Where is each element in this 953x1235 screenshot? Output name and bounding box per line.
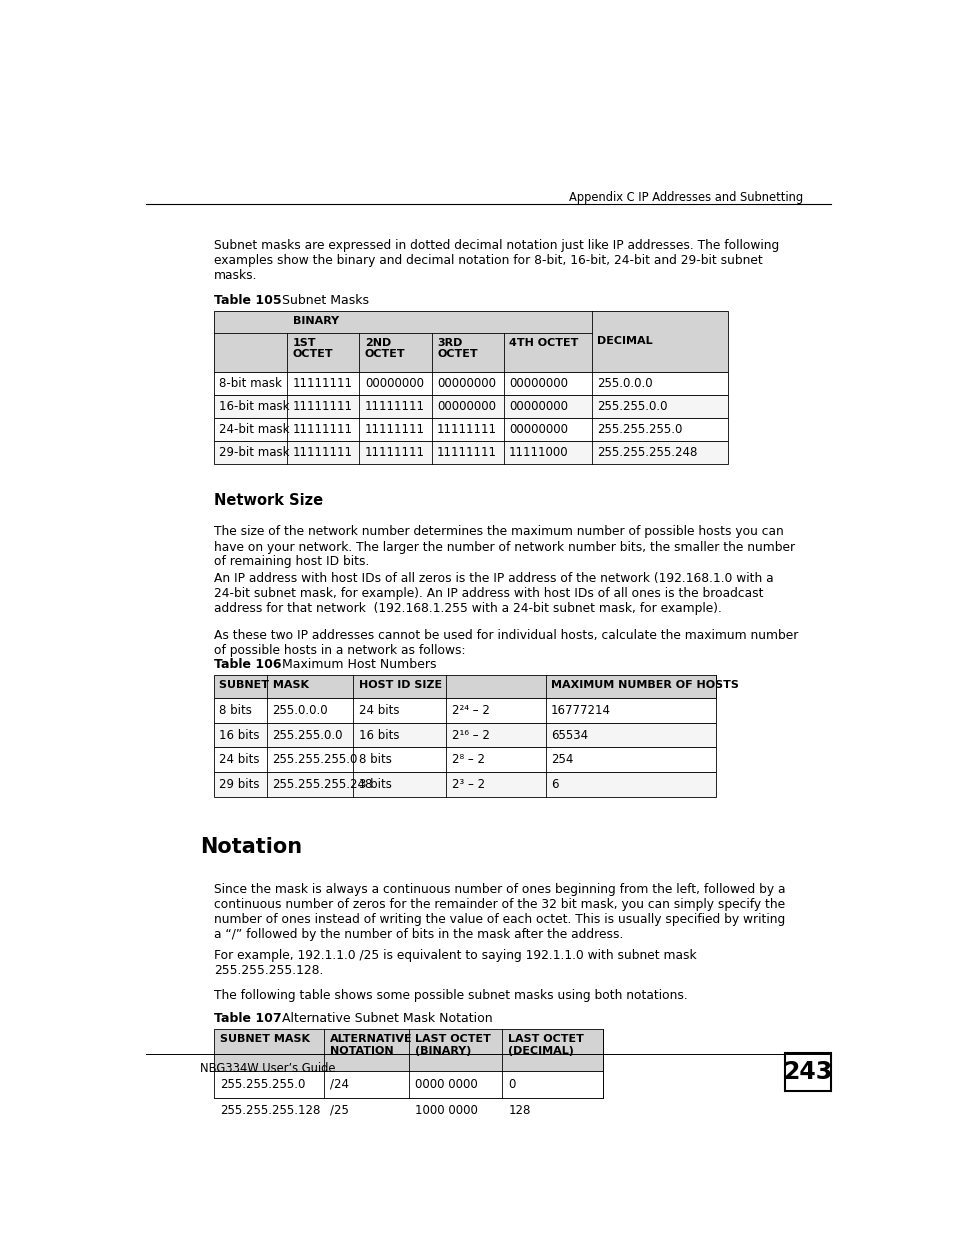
Text: Since the mask is always a continuous number of ones beginning from the left, fo: Since the mask is always a continuous nu… <box>213 883 784 941</box>
Text: 2¹⁶ – 2: 2¹⁶ – 2 <box>452 729 489 742</box>
Text: 0000 0000: 0000 0000 <box>415 1078 477 1091</box>
Text: 8 bits: 8 bits <box>219 704 252 718</box>
Text: 11111111: 11111111 <box>293 400 353 412</box>
Text: LAST OCTET
(BINARY): LAST OCTET (BINARY) <box>415 1035 491 1056</box>
Text: 00000000: 00000000 <box>509 424 567 436</box>
Text: 1ST
OCTET: 1ST OCTET <box>293 337 334 359</box>
Text: Maximum Host Numbers: Maximum Host Numbers <box>270 658 436 671</box>
Text: 11111111: 11111111 <box>436 446 497 459</box>
Bar <box>213 747 716 772</box>
Text: 255.255.0.0: 255.255.0.0 <box>272 729 342 742</box>
Text: Network Size: Network Size <box>213 493 322 508</box>
Text: 2²⁴ – 2: 2²⁴ – 2 <box>452 704 489 718</box>
Text: ALTERNATIVE
NOTATION: ALTERNATIVE NOTATION <box>330 1035 413 1056</box>
Text: 00000000: 00000000 <box>436 400 496 412</box>
Bar <box>213 698 716 722</box>
Text: 65534: 65534 <box>550 729 587 742</box>
Text: 3 bits: 3 bits <box>358 778 391 792</box>
Bar <box>213 372 727 395</box>
Bar <box>213 417 727 441</box>
Text: 8-bit mask: 8-bit mask <box>219 377 282 390</box>
Text: 243: 243 <box>782 1060 832 1084</box>
Text: 24 bits: 24 bits <box>219 753 259 767</box>
Text: BINARY: BINARY <box>293 316 338 326</box>
Text: 4TH OCTET: 4TH OCTET <box>509 337 578 347</box>
Bar <box>213 772 716 797</box>
Text: 2⁸ – 2: 2⁸ – 2 <box>452 753 484 767</box>
Text: 00000000: 00000000 <box>509 400 567 412</box>
Text: 11111111: 11111111 <box>436 424 497 436</box>
Text: 8 bits: 8 bits <box>358 753 391 767</box>
Text: 128: 128 <box>508 1104 530 1116</box>
Text: NBG334W User’s Guide: NBG334W User’s Guide <box>199 1062 335 1076</box>
Text: An IP address with host IDs of all zeros is the IP address of the network (192.1: An IP address with host IDs of all zeros… <box>213 572 773 615</box>
Text: 255.255.255.248: 255.255.255.248 <box>597 446 697 459</box>
Text: 255.255.255.128: 255.255.255.128 <box>220 1104 320 1116</box>
Text: 3RD
OCTET: 3RD OCTET <box>436 337 477 359</box>
Text: Notation: Notation <box>199 836 302 857</box>
Text: 16777214: 16777214 <box>550 704 610 718</box>
Bar <box>213 1098 602 1124</box>
Text: 11111111: 11111111 <box>365 446 424 459</box>
Text: 11111111: 11111111 <box>293 424 353 436</box>
Text: 255.255.0.0: 255.255.0.0 <box>597 400 667 412</box>
Text: 00000000: 00000000 <box>365 377 423 390</box>
Text: 0: 0 <box>508 1078 516 1091</box>
Text: Table 106: Table 106 <box>213 658 281 671</box>
Text: 255.255.255.248: 255.255.255.248 <box>272 778 372 792</box>
Text: 2³ – 2: 2³ – 2 <box>452 778 484 792</box>
Text: SUBNET MASK: SUBNET MASK <box>219 680 309 690</box>
Text: 00000000: 00000000 <box>509 377 567 390</box>
Text: 6: 6 <box>550 778 558 792</box>
Text: Subnet Masks: Subnet Masks <box>270 294 368 308</box>
Text: 255.255.255.0: 255.255.255.0 <box>272 753 357 767</box>
Text: 11111111: 11111111 <box>365 424 424 436</box>
Text: For example, 192.1.1.0 /25 is equivalent to saying 192.1.1.0 with subnet mask
25: For example, 192.1.1.0 /25 is equivalent… <box>213 948 696 977</box>
Bar <box>213 395 727 417</box>
Text: 1000 0000: 1000 0000 <box>415 1104 477 1116</box>
Text: 254: 254 <box>550 753 573 767</box>
Text: 24 bits: 24 bits <box>358 704 398 718</box>
Text: Appendix C IP Addresses and Subnetting: Appendix C IP Addresses and Subnetting <box>568 190 802 204</box>
Text: LAST OCTET
(DECIMAL): LAST OCTET (DECIMAL) <box>508 1035 583 1056</box>
Text: 29-bit mask: 29-bit mask <box>219 446 290 459</box>
Text: The following table shows some possible subnet masks using both notations.: The following table shows some possible … <box>213 989 687 1002</box>
Text: Table 105: Table 105 <box>213 294 281 308</box>
Bar <box>213 311 727 372</box>
Text: Subnet masks are expressed in dotted decimal notation just like IP addresses. Th: Subnet masks are expressed in dotted dec… <box>213 240 779 282</box>
Text: 255.0.0.0: 255.0.0.0 <box>597 377 653 390</box>
Text: 255.0.0.0: 255.0.0.0 <box>272 704 327 718</box>
Text: 11111111: 11111111 <box>293 446 353 459</box>
Text: 255.255.255.0: 255.255.255.0 <box>597 424 682 436</box>
Text: 16 bits: 16 bits <box>219 729 259 742</box>
Bar <box>213 674 716 698</box>
Text: 16-bit mask: 16-bit mask <box>219 400 290 412</box>
Text: As these two IP addresses cannot be used for individual hosts, calculate the max: As these two IP addresses cannot be used… <box>213 629 798 657</box>
Text: The size of the network number determines the maximum number of possible hosts y: The size of the network number determine… <box>213 526 794 568</box>
Bar <box>213 1029 602 1072</box>
Text: SUBNET MASK: SUBNET MASK <box>220 1035 310 1045</box>
Text: 11111111: 11111111 <box>293 377 353 390</box>
Text: 11111111: 11111111 <box>365 400 424 412</box>
Text: HOST ID SIZE: HOST ID SIZE <box>358 680 441 690</box>
Text: MAXIMUM NUMBER OF HOSTS: MAXIMUM NUMBER OF HOSTS <box>550 680 738 690</box>
Text: 24-bit mask: 24-bit mask <box>219 424 290 436</box>
Bar <box>213 722 716 747</box>
Bar <box>213 311 727 372</box>
Text: Alternative Subnet Mask Notation: Alternative Subnet Mask Notation <box>270 1013 492 1025</box>
Bar <box>784 1053 831 1092</box>
Text: 255.255.255.0: 255.255.255.0 <box>220 1078 305 1091</box>
Text: /24: /24 <box>330 1078 349 1091</box>
Text: Table 107: Table 107 <box>213 1013 281 1025</box>
Text: 11111000: 11111000 <box>509 446 568 459</box>
Text: 16 bits: 16 bits <box>358 729 398 742</box>
Bar <box>213 441 727 464</box>
Text: 00000000: 00000000 <box>436 377 496 390</box>
Text: /25: /25 <box>330 1104 349 1116</box>
Text: 2ND
OCTET: 2ND OCTET <box>365 337 405 359</box>
Text: 29 bits: 29 bits <box>219 778 259 792</box>
Bar <box>213 1072 602 1098</box>
Text: DECIMAL: DECIMAL <box>597 336 653 347</box>
